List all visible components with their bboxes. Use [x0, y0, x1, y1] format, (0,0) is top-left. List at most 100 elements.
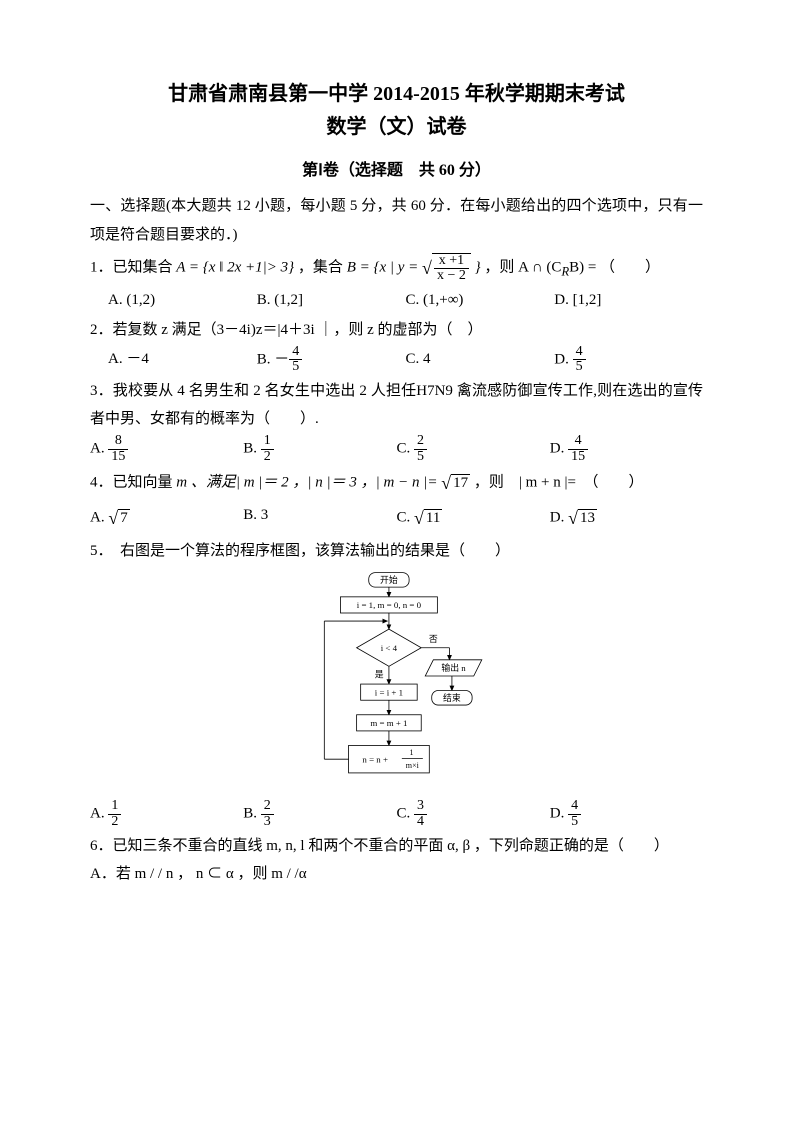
q5-d-den: 5	[568, 815, 581, 830]
q2-option-a: A. －4	[108, 345, 257, 375]
fc-end: 结束	[443, 692, 461, 703]
question-6-line1: 6．已知三条不重合的直线 m, n, l 和两个不重合的平面 α, β ，下列命…	[90, 832, 703, 861]
q5-a-pre: A.	[90, 806, 108, 822]
q2-d-den: 5	[573, 360, 586, 375]
q4-tail: ，则 | m + n |= （ ）	[474, 475, 644, 491]
question-4: 4．已知向量 m 、满足| m |＝ 2 ，| n |＝ 3 ，| m − n …	[90, 466, 703, 500]
sqrt-icon: √13	[568, 501, 597, 535]
question-3: 3．我校要从 4 名男生和 2 名女生中选出 2 人担任H7N9 禽流感防御宣传…	[90, 377, 703, 434]
fc-yes: 是	[374, 670, 383, 680]
q4-pre: 4．已知向量	[90, 475, 176, 491]
fc-no: 否	[428, 634, 437, 644]
q5-b-pre: B.	[243, 806, 261, 822]
q4-a-sqrt: 7	[118, 509, 130, 527]
q2-d-num: 4	[573, 345, 586, 361]
fc-output: 输出 n	[441, 662, 466, 673]
q4-option-d: D. √13	[550, 501, 703, 535]
q3-a-pre: A.	[90, 441, 108, 457]
fc-step-n-pre: n = n +	[362, 755, 388, 765]
q5-c-den: 4	[414, 815, 427, 830]
q1-sub: R	[561, 265, 569, 279]
q3-b-num: 1	[261, 434, 274, 450]
flowchart-diagram: 开始 i = 1, m = 0, n = 0 i < 4 是 否 输出 n 结束…	[292, 571, 502, 797]
q1-options: A. (1,2) B. (1,2] C. (1,+∞) D. [1,2]	[90, 286, 703, 315]
q3-option-c: C. 25	[397, 434, 550, 464]
fc-step-n-num: 1	[409, 748, 413, 757]
title-line-2: 数学（文）试卷	[90, 108, 703, 146]
q4-option-b: B. 3	[243, 501, 396, 535]
q2-option-c: C. 4	[406, 345, 555, 375]
q5-option-d: D. 45	[550, 799, 703, 829]
q5-c-pre: C.	[397, 806, 415, 822]
q2-b-pre: B. －	[257, 351, 290, 367]
q1-tail2: B) = （ ）	[569, 260, 660, 276]
q3-a-num: 8	[108, 434, 128, 450]
question-5: 5． 右图是一个算法的程序框图，该算法输出的结果是（ ）	[90, 537, 703, 566]
q4-a-pre: A.	[90, 509, 108, 525]
sqrt-icon: √11	[414, 501, 442, 535]
q4-d-pre: D.	[550, 509, 568, 525]
q1-setA: A = {x ‖ 2x +1|> 3}	[176, 260, 294, 276]
fc-cond: i < 4	[380, 643, 397, 653]
q3-d-pre: D.	[550, 441, 568, 457]
q1-frac-num: x +1	[434, 254, 469, 270]
fc-step-n-den: m×i	[405, 761, 419, 770]
sqrt-icon: √17	[441, 466, 470, 500]
q2-option-b: B. －45	[257, 345, 406, 375]
q5-b-num: 2	[261, 799, 274, 815]
q3-c-num: 2	[414, 434, 427, 450]
q4-option-c: C. √11	[397, 501, 550, 535]
q3-d-num: 4	[568, 434, 588, 450]
q5-option-c: C. 34	[397, 799, 550, 829]
q5-a-den: 2	[108, 815, 121, 830]
q1-option-b: B. (1,2]	[257, 286, 406, 315]
q5-d-pre: D.	[550, 806, 568, 822]
q1-option-d: D. [1,2]	[554, 286, 703, 315]
fc-init: i = 1, m = 0, n = 0	[356, 600, 421, 610]
q3-c-den: 5	[414, 450, 427, 465]
q3-option-b: B. 12	[243, 434, 396, 464]
q2-b-den: 5	[289, 360, 302, 375]
question-2: 2．若复数 z 满足（3－4i)z＝|4＋3i ｜，则 z 的虚部为（ ）	[90, 316, 703, 345]
q5-option-a: A. 12	[90, 799, 243, 829]
q4-option-a: A. √7	[90, 501, 243, 535]
q3-option-d: D. 415	[550, 434, 703, 464]
q5-b-den: 3	[261, 815, 274, 830]
q1-setB-tail: }	[475, 260, 481, 276]
q1-mid: ，集合	[298, 260, 347, 276]
q4-d-sqrt: 13	[578, 509, 597, 527]
q5-c-num: 3	[414, 799, 427, 815]
q3-c-pre: C.	[397, 441, 415, 457]
q2-b-num: 4	[289, 345, 302, 361]
q3-option-a: A. 815	[90, 434, 243, 464]
q3-options: A. 815 B. 12 C. 25 D. 415	[90, 434, 703, 464]
q4-body: m 、满足| m |＝ 2 ，| n |＝ 3 ，| m − n |=	[176, 475, 437, 491]
q2-options: A. －4 B. －45 C. 4 D. 45	[90, 345, 703, 375]
q1-setB-lead: B = {x | y =	[347, 260, 419, 276]
question-1: 1．已知集合 A = {x ‖ 2x +1|> 3} ，集合 B = {x | …	[90, 251, 703, 285]
section-1-header: 一、选择题(本大题共 12 小题，每小题 5 分，共 60 分．在每小题给出的四…	[90, 192, 703, 249]
q5-option-b: B. 23	[243, 799, 396, 829]
q4-c-sqrt: 11	[424, 509, 442, 527]
sqrt-icon: √7	[108, 501, 129, 535]
fc-step-m: m = m + 1	[370, 718, 407, 728]
q2-option-d: D. 45	[554, 345, 703, 375]
title-line-1: 甘肃省肃南县第一中学 2014-2015 年秋学期期末考试	[90, 80, 703, 108]
section-header: 第Ⅰ卷（选择题 共 60 分）	[90, 156, 703, 186]
q4-sqrt1: 17	[451, 474, 470, 492]
q1-frac-den: x − 2	[434, 269, 469, 284]
fc-start: 开始	[380, 574, 398, 585]
q5-a-num: 1	[108, 799, 121, 815]
q1-option-a: A. (1,2)	[108, 286, 257, 315]
q2-d-pre: D.	[554, 351, 572, 367]
q1-prefix: 1．已知集合	[90, 260, 176, 276]
q4-options: A. √7 B. 3 C. √11 D. √13	[90, 501, 703, 535]
q5-d-num: 4	[568, 799, 581, 815]
q3-b-pre: B.	[243, 441, 261, 457]
q3-a-den: 15	[108, 450, 128, 465]
q1-tail: ，则 A ∩ (C	[484, 260, 561, 276]
fc-step-i: i = i + 1	[374, 688, 402, 698]
q3-d-den: 15	[568, 450, 588, 465]
q1-option-c: C. (1,+∞)	[406, 286, 555, 315]
q4-c-pre: C.	[397, 509, 415, 525]
